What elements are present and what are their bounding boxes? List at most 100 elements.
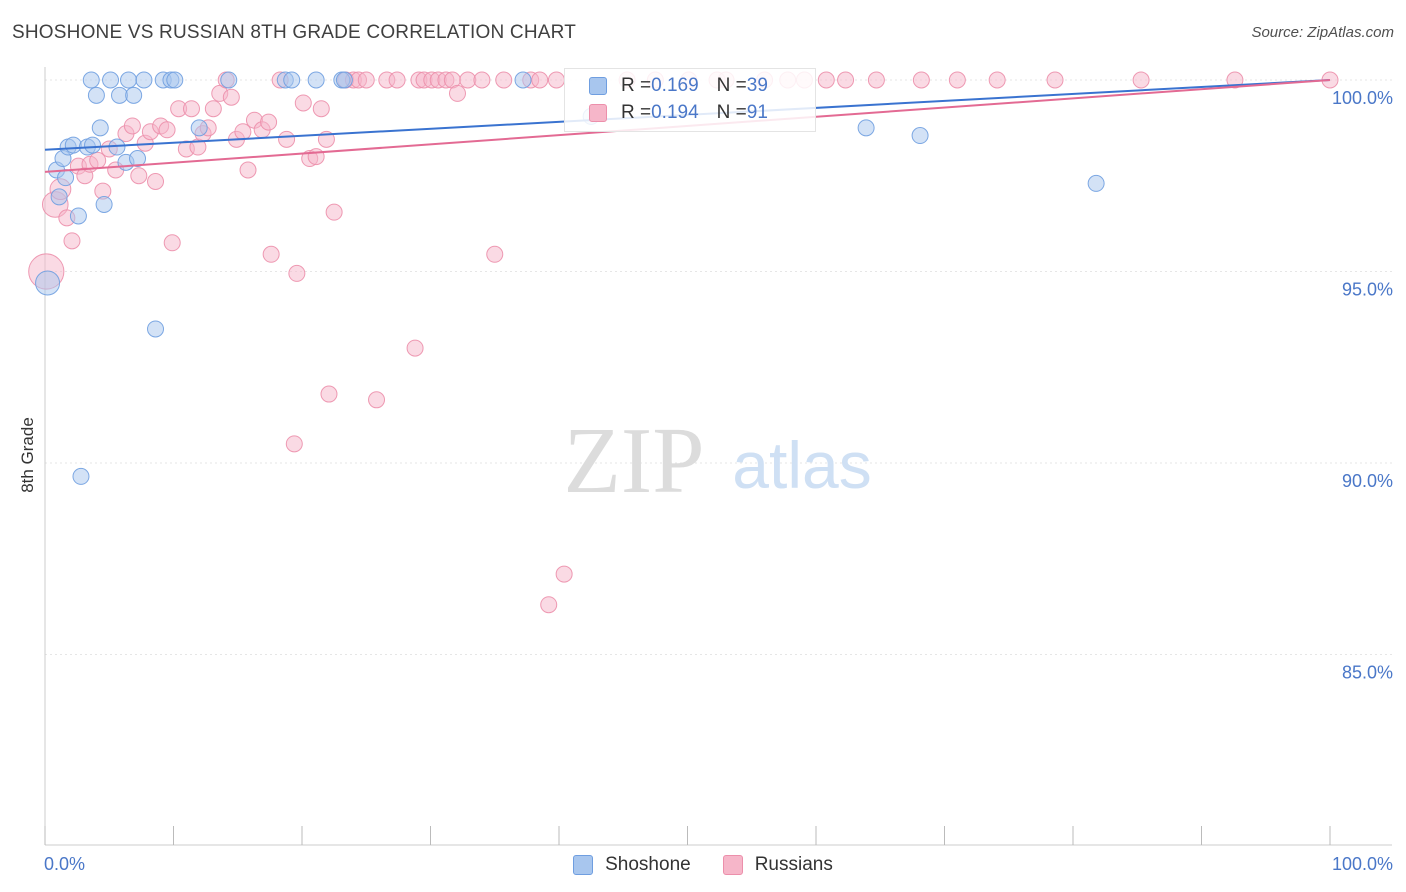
russians-point — [817, 71, 835, 89]
shoshone-point — [166, 71, 184, 89]
legend-item-shoshone[interactable]: Shoshone — [573, 854, 691, 876]
russians-point — [130, 167, 148, 185]
shoshone-legend-swatch — [573, 855, 594, 875]
russians-point — [495, 71, 513, 89]
russians-point — [320, 385, 338, 403]
russians-point — [357, 71, 375, 89]
russians-legend-swatch — [722, 855, 743, 875]
legend-n-label: N = — [716, 102, 747, 123]
russians-point — [285, 435, 303, 453]
legend-row-shoshone: R = 0.169 N = 39 — [589, 73, 768, 99]
y-tick-label: 90.0% — [1342, 471, 1393, 491]
shoshone-point — [129, 150, 147, 168]
shoshone-point — [95, 195, 113, 213]
shoshone-point — [307, 71, 325, 89]
russians-point — [547, 71, 565, 89]
watermark-zip: ZIP — [564, 409, 705, 513]
legend-r-value: 0.194 — [651, 102, 699, 123]
shoshone-point — [82, 71, 100, 89]
shoshone-swatch — [589, 77, 607, 95]
russians-point — [325, 203, 343, 221]
shoshone-point — [57, 169, 75, 187]
russians-point — [294, 94, 312, 112]
series-legend: Shoshone Russians — [0, 852, 1406, 878]
shoshone-point — [69, 207, 87, 225]
russians-point — [388, 71, 406, 89]
legend-item-russians[interactable]: Russians — [722, 854, 833, 876]
russians-point — [531, 71, 549, 89]
legend-r-value: 0.169 — [651, 75, 699, 96]
legend-label-shoshone: Shoshone — [605, 854, 691, 875]
russians-point — [158, 121, 176, 139]
shoshone-point — [135, 71, 153, 89]
legend-n-value: 91 — [746, 102, 768, 123]
russians-point — [912, 71, 930, 89]
shoshone-point — [84, 136, 102, 154]
shoshone-point — [50, 188, 68, 206]
russians-point — [260, 113, 278, 131]
source-label: Source: ZipAtlas.com — [1251, 24, 1394, 41]
russians-point — [278, 130, 296, 148]
watermark-atlas: atlas — [732, 428, 871, 502]
y-tick-label: 85.0% — [1342, 663, 1393, 683]
legend-n-label: N = — [716, 75, 747, 96]
data-points — [28, 71, 1339, 614]
legend-row-russians: R = 0.194 N = 91 — [589, 100, 768, 126]
russians-point — [239, 161, 257, 179]
russians-point — [1132, 71, 1150, 89]
russians-point — [312, 100, 330, 118]
russians-point — [448, 84, 466, 102]
legend-r-label: R = — [621, 75, 652, 96]
russians-point — [307, 148, 325, 166]
axes — [44, 67, 1392, 846]
russians-point — [262, 245, 280, 263]
shoshone-point — [72, 467, 90, 485]
shoshone-point — [35, 270, 61, 296]
legend-n-value: 39 — [746, 75, 768, 96]
russians-point — [163, 234, 181, 252]
russians-point — [555, 565, 573, 583]
russians-point — [123, 117, 141, 135]
russians-point — [486, 245, 504, 263]
y-tick-label: 95.0% — [1342, 280, 1393, 300]
russians-point — [1046, 71, 1064, 89]
shoshone-point — [125, 86, 143, 104]
russians-point — [63, 232, 81, 250]
shoshone-point — [147, 320, 165, 338]
shoshone-point — [190, 119, 208, 137]
russians-point — [988, 71, 1006, 89]
shoshone-point — [335, 71, 353, 89]
y-tick-label: 100.0% — [1332, 88, 1393, 108]
shoshone-point — [91, 119, 109, 137]
shoshone-point — [111, 86, 129, 104]
x-tick-label-max: 100.0% — [1332, 854, 1393, 874]
shoshone-point — [514, 71, 532, 89]
watermark: ZIP atlas — [564, 409, 872, 513]
shoshone-point — [283, 71, 301, 89]
correlation-legend: R = 0.169 N = 39 R = 0.194 N = 91 — [564, 68, 816, 132]
russians-point — [182, 100, 200, 118]
russians-point — [288, 264, 306, 282]
russians-point — [147, 172, 165, 190]
russians-point — [222, 88, 240, 106]
russians-point — [459, 71, 477, 89]
russians-point — [867, 71, 885, 89]
chart-title: SHOSHONE VS RUSSIAN 8TH GRADE CORRELATIO… — [12, 22, 577, 43]
russians-point — [948, 71, 966, 89]
russians-point — [540, 596, 558, 614]
russians-point — [368, 391, 386, 409]
shoshone-point — [87, 86, 105, 104]
russians-point — [473, 71, 491, 89]
shoshone-point — [64, 136, 82, 154]
russians-swatch — [589, 104, 607, 122]
x-tick-label-min: 0.0% — [44, 854, 85, 874]
shoshone-point — [120, 71, 138, 89]
tick-labels: 100.0% 95.0% 90.0% 85.0% 0.0% 100.0% — [44, 88, 1393, 874]
russians-point — [204, 100, 222, 118]
russians-point — [837, 71, 855, 89]
shoshone-point — [102, 71, 120, 89]
legend-label-russians: Russians — [754, 854, 833, 875]
shoshone-point — [220, 71, 238, 89]
shoshone-point — [911, 127, 929, 145]
